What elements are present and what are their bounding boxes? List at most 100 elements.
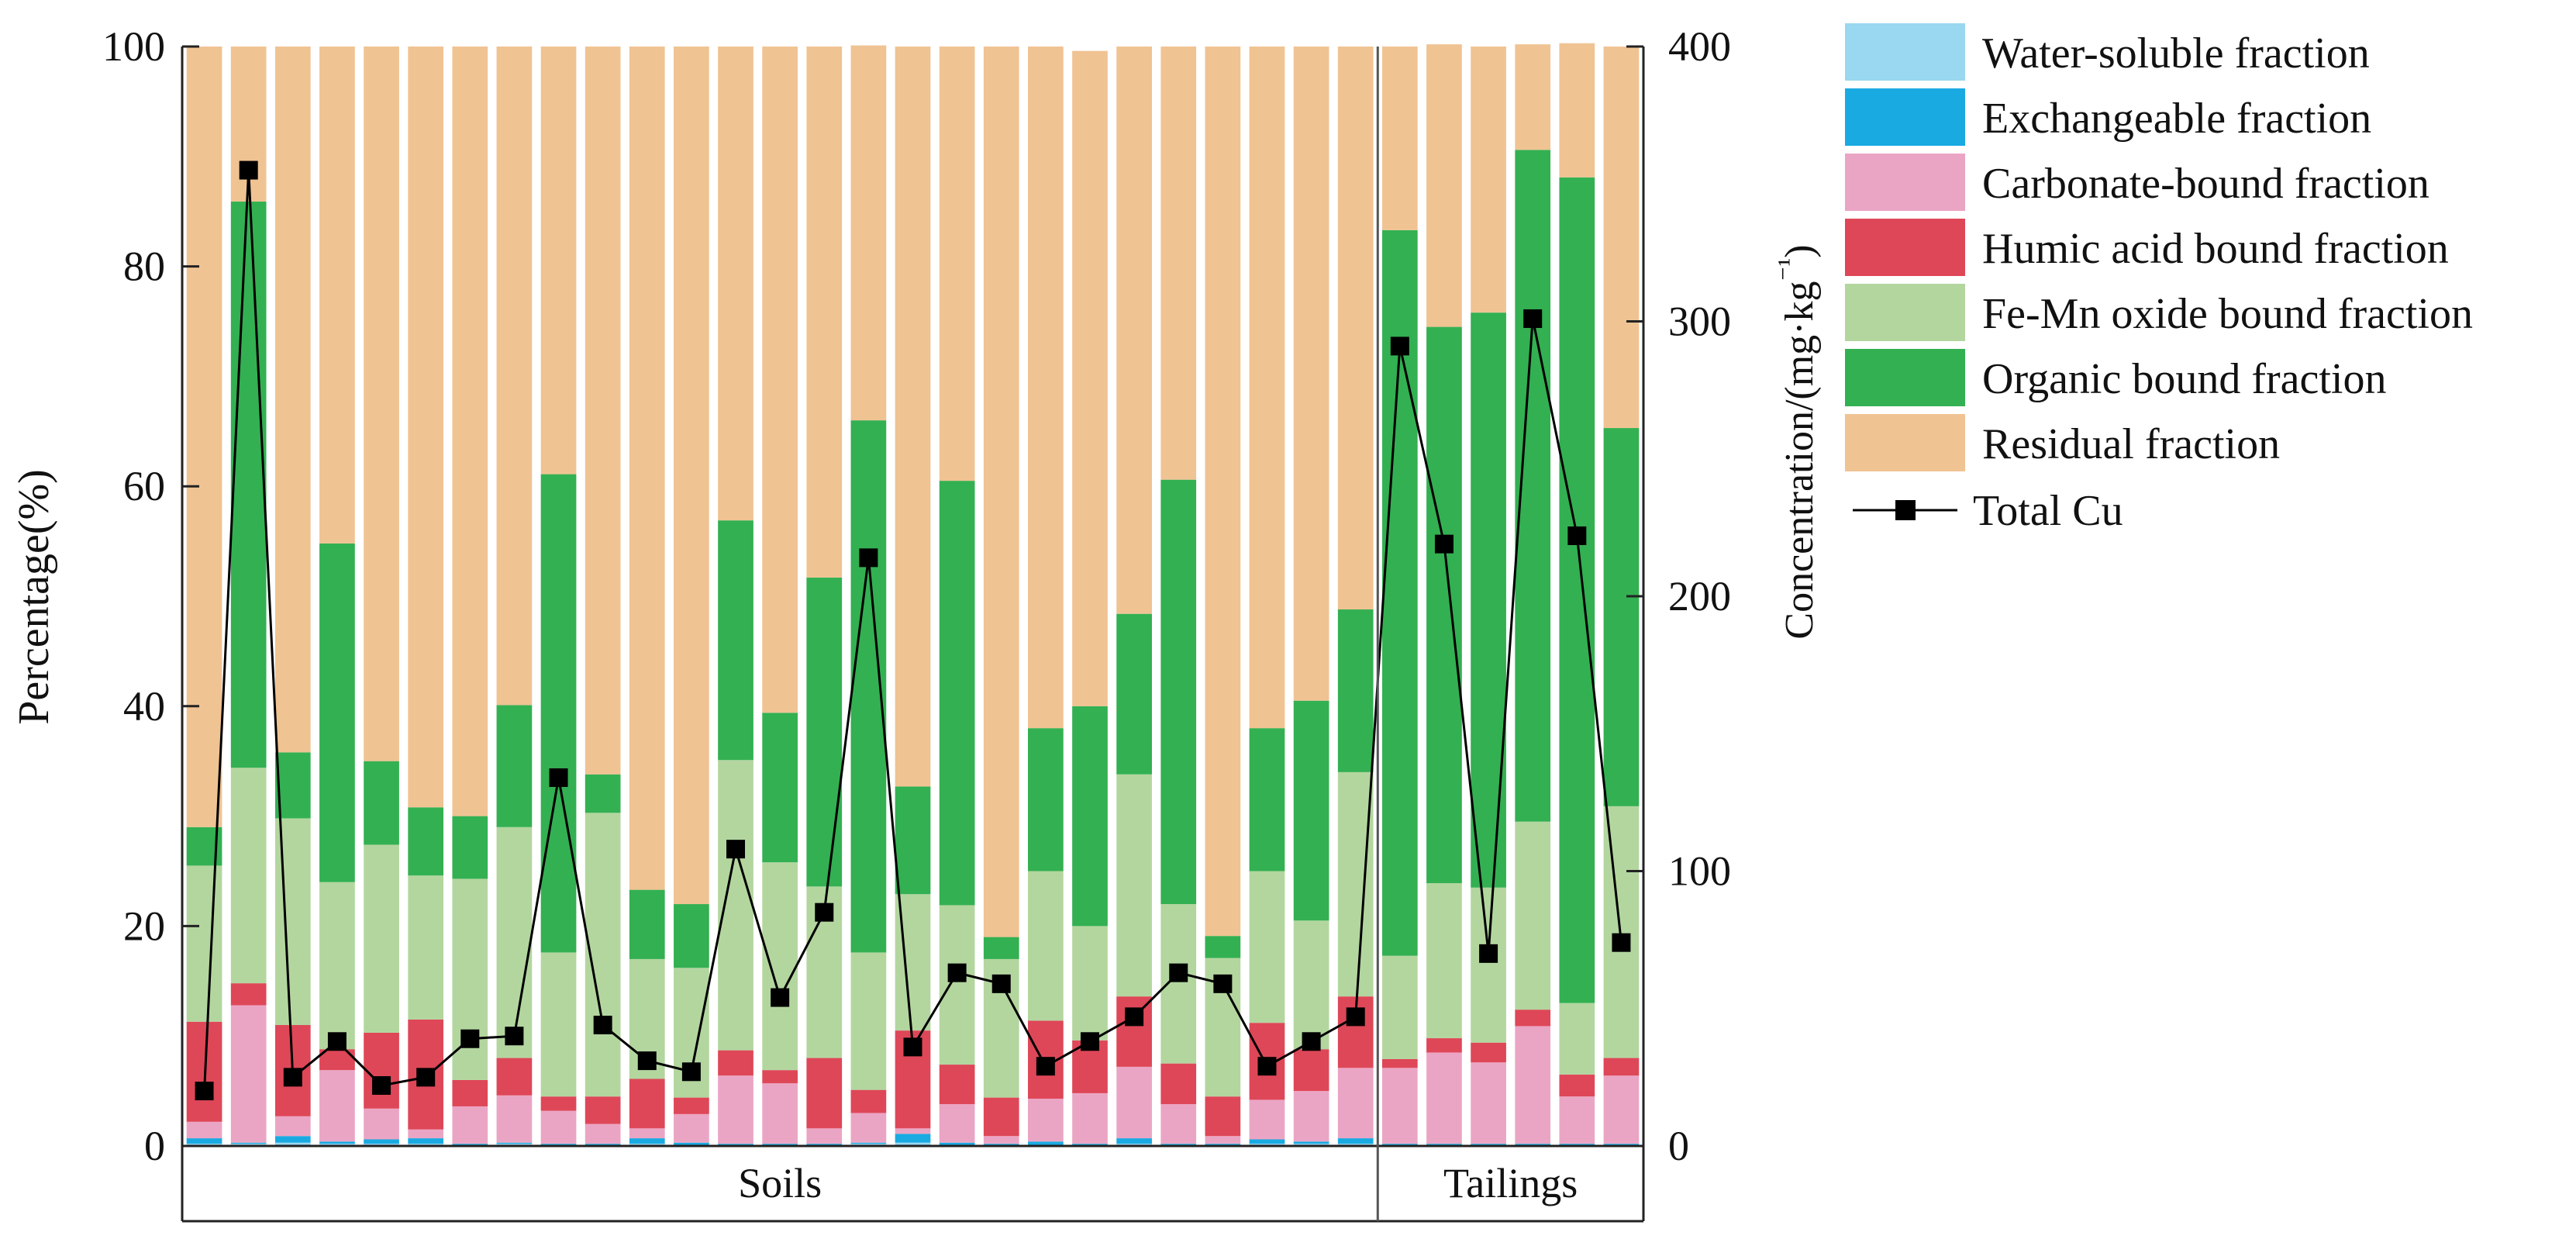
bar-segment [364, 761, 399, 845]
bar-segment [762, 713, 798, 863]
bar-segment [1116, 1138, 1152, 1144]
total-cu-point [1390, 336, 1409, 356]
bar-segment [540, 47, 577, 475]
bar-segment [408, 1129, 444, 1139]
total-cu-point [327, 1032, 347, 1051]
bar-segment [364, 47, 399, 761]
bar-stack-30 [1471, 47, 1506, 1146]
total-cu-point [1080, 1032, 1099, 1051]
bar-segment [1028, 47, 1064, 729]
bar-segment [1293, 47, 1329, 701]
bar-segment [1603, 47, 1640, 429]
bar-stack-7 [452, 47, 488, 1146]
bar-segment [1337, 771, 1374, 997]
bar-segment [629, 1138, 665, 1144]
bar-segment [1337, 609, 1374, 772]
bar-segment [1293, 1141, 1329, 1144]
bar-segment [674, 904, 709, 968]
legend-label: Humic acid bound fraction [1982, 225, 2449, 273]
bar-stack-13 [718, 47, 753, 1146]
legend-item-total-cu: Total Cu [1853, 487, 2123, 535]
bar-segment [1160, 479, 1197, 905]
bar-segment [1116, 774, 1152, 997]
total-cu-point [1434, 534, 1454, 554]
bar-segment [1381, 47, 1418, 230]
bar-segment [1205, 1096, 1241, 1137]
bar-segment [274, 47, 311, 753]
legend-label: Water-soluble fraction [1982, 29, 2370, 78]
bar-segment [186, 865, 222, 1022]
bar-segment [1205, 1136, 1241, 1144]
axes: 0 20 40 60 80 100 0 100 200 300 400 [102, 23, 1731, 1223]
legend-swatch [1845, 414, 1965, 471]
bar-segment [806, 47, 843, 578]
bar-segment [762, 862, 798, 1071]
bar-segment [1028, 871, 1064, 1021]
bar-segment [1337, 1068, 1374, 1139]
bar-segment [1559, 1074, 1595, 1097]
bar-segment [1160, 47, 1197, 480]
y-tick-label-left: 100 [102, 23, 165, 70]
legend-label: Organic bound fraction [1982, 355, 2386, 403]
bar-segment [1116, 47, 1152, 614]
bar-segment [1160, 1063, 1197, 1105]
total-cu-point [947, 963, 967, 982]
bar-segment [806, 1128, 843, 1144]
bar-segment [1603, 428, 1640, 806]
bar-stack-12 [674, 47, 709, 1146]
bar-stack-8 [496, 47, 533, 1146]
bar-segment [452, 1106, 488, 1144]
y-tick-label-left: 80 [123, 243, 165, 290]
total-cu-point [1346, 1007, 1365, 1027]
bar-segment [540, 1110, 577, 1144]
bar-segment [364, 1139, 399, 1144]
bar-segment [408, 875, 444, 1020]
bar-segment [1293, 700, 1329, 921]
bar-segment [230, 1005, 267, 1143]
total-cu-point [637, 1051, 657, 1071]
total-cu-point [1523, 309, 1543, 328]
bar-segment [983, 937, 1019, 959]
bar-segment [850, 1089, 887, 1113]
bar-segment [762, 1083, 798, 1144]
bar-stack-18 [939, 47, 975, 1146]
legend-swatch [1845, 349, 1965, 406]
bar-segment [496, 1142, 533, 1144]
bar-segment [319, 882, 355, 1050]
bar-segment [718, 520, 753, 761]
bar-segment [1028, 728, 1064, 871]
bar-segment [629, 1079, 665, 1129]
bar-segment [895, 1128, 931, 1134]
bar-segment [452, 47, 488, 816]
bar-segment [983, 47, 1019, 937]
bar-segment [806, 577, 843, 887]
bar-segment [1471, 887, 1506, 1043]
bar-segment [629, 889, 665, 959]
bar-segment [452, 816, 488, 879]
bar-segment [319, 1141, 355, 1144]
bar-stack-26 [1293, 47, 1329, 1146]
total-cu-point [991, 974, 1011, 993]
bar-segment [895, 1142, 931, 1146]
bar-segment [895, 786, 931, 895]
bar-segment [718, 47, 753, 521]
total-cu-point [505, 1027, 524, 1046]
bar-segment [1249, 1099, 1285, 1140]
bar-segment [274, 1136, 311, 1143]
bar-segment [585, 774, 621, 813]
bar-stack-31 [1515, 44, 1551, 1146]
bar-segment [1515, 1009, 1551, 1027]
bar-segment [1515, 821, 1551, 1010]
bar-segment [1072, 706, 1108, 927]
bar-segment [674, 1097, 709, 1114]
bar-segment [496, 1058, 533, 1096]
legend-swatch [1845, 88, 1965, 146]
bar-segment [1160, 1104, 1197, 1144]
bar-segment [1559, 177, 1595, 1003]
total-cu-point [1612, 933, 1631, 952]
bar-segment [274, 1116, 311, 1137]
group-label: Soils [738, 1160, 822, 1206]
bar-segment [1426, 883, 1462, 1039]
bar-segment [540, 1096, 577, 1111]
bar-segment [1293, 920, 1329, 1050]
